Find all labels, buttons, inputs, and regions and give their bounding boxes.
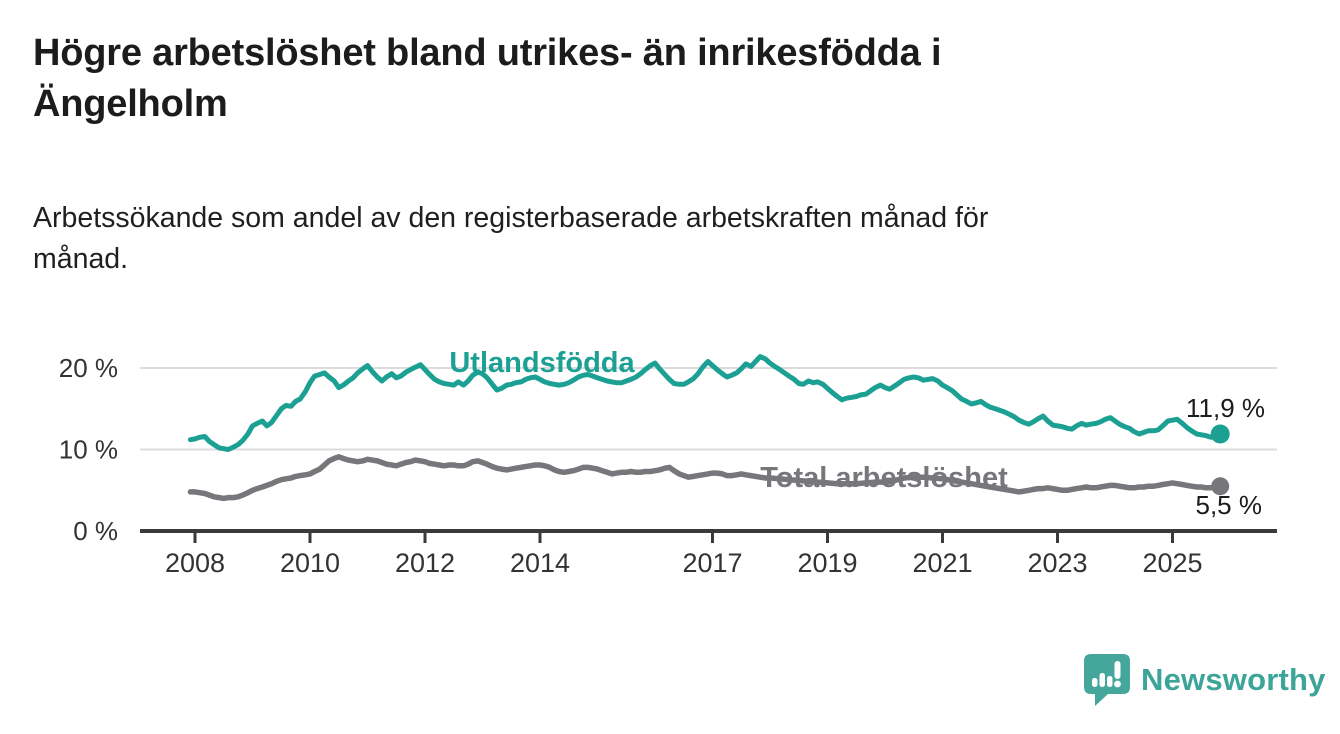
title-line-2: Ängelholm (33, 82, 228, 125)
x-tick-label: 2010 (280, 548, 340, 578)
chart-subtitle: Arbetssökande som andel av den registerb… (33, 198, 1233, 280)
subtitle-line-1: Arbetssökande som andel av den registerb… (33, 202, 989, 234)
series-label-utlandsfodda: Utlandsfödda (449, 347, 635, 379)
utlandsfodda-end-value: 11,9 % (1186, 393, 1265, 423)
x-tick-label: 2017 (682, 548, 742, 578)
logo-bar-1 (1092, 678, 1098, 687)
newsworthy-logo: Newsworthy (1084, 654, 1326, 706)
title-line-1: Högre arbetslöshet bland utrikes- än inr… (33, 32, 942, 74)
gridlines: 0 % 10 % 20 % (59, 353, 1277, 546)
logo-bar-2 (1099, 673, 1105, 687)
subtitle-line-2: månad. (33, 243, 129, 276)
y-tick-label: 20 % (59, 353, 118, 383)
x-tick-label: 2025 (1142, 548, 1202, 578)
utlandsfodda-line (187, 354, 1223, 452)
x-axis-ticks: 2008 2010 2012 2014 2017 2019 2021 2023 2025 (165, 531, 1203, 578)
y-tick-label: 0 % (73, 516, 118, 546)
logo-bar-3 (1107, 676, 1113, 687)
utlandsfodda-end-dot (1210, 424, 1230, 444)
x-tick-label: 2012 (395, 548, 455, 578)
total-end-dot (1211, 477, 1230, 496)
x-tick-label: 2014 (510, 548, 570, 578)
page-title: Högre arbetslöshet bland utrikes- än inr… (33, 28, 1193, 130)
newsworthy-logo-text: Newsworthy (1141, 662, 1326, 697)
total-arbetsloshet-line (187, 454, 1223, 502)
logo-exclamation-dot (1114, 680, 1121, 688)
newsworthy-logo-icon (1084, 654, 1130, 706)
y-tick-label: 10 % (59, 435, 118, 465)
x-tick-label: 2023 (1027, 548, 1087, 578)
x-tick-label: 2008 (165, 548, 225, 578)
x-tick-label: 2019 (797, 548, 857, 578)
logo-exclamation-bar (1114, 661, 1121, 679)
series-label-total-arbetsloshet: Total arbetslöshet (760, 462, 1008, 494)
total-end-value: 5,5 % (1196, 490, 1263, 520)
x-tick-label: 2021 (912, 548, 972, 578)
